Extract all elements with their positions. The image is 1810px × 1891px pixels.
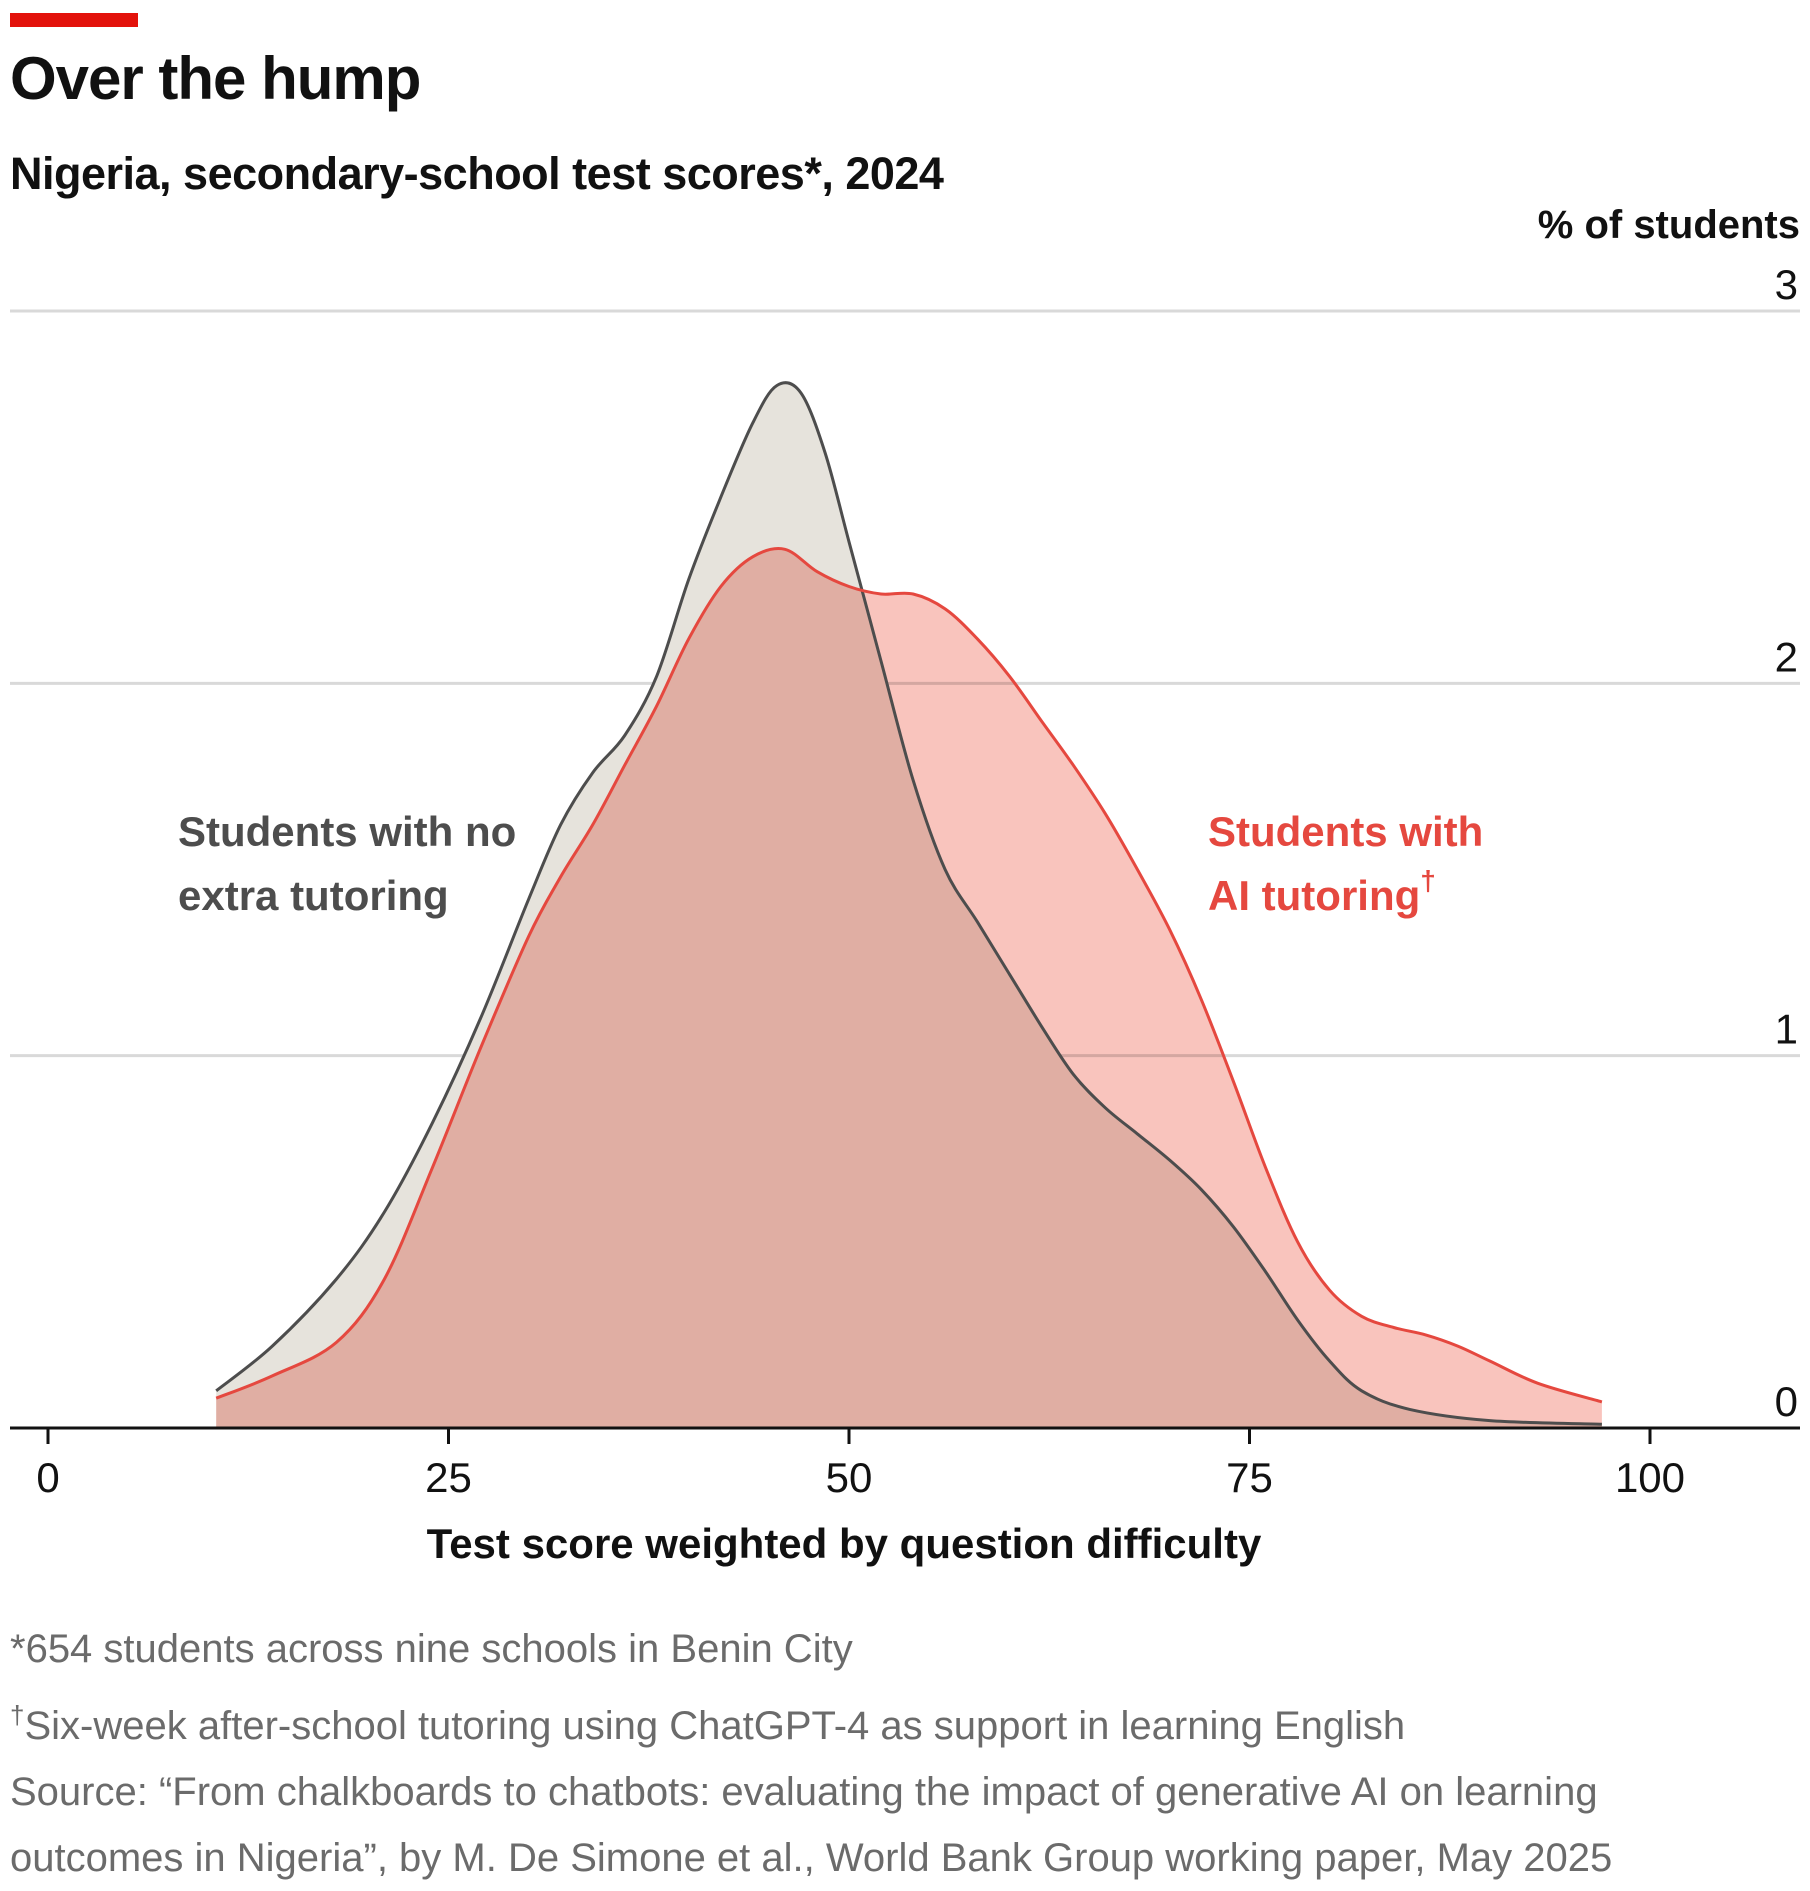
x-tick-label-25: 25: [425, 1454, 472, 1501]
axis-layer: 0 1 2 3 0 25 50 75 100: [10, 261, 1800, 1501]
footnote-dagger: †: [10, 1700, 25, 1730]
y-tick-label-0: 0: [1775, 1378, 1798, 1425]
y-tick-label-2: 2: [1775, 633, 1798, 680]
x-tick-label-75: 75: [1226, 1454, 1273, 1501]
label-ai-tutoring-line2: AI tutoring: [1208, 872, 1420, 919]
chart-title: Over the hump: [10, 45, 421, 112]
series-layer: [215, 381, 1603, 1428]
svg-text:AI tutoring†: AI tutoring†: [1208, 865, 1436, 919]
footnote-sample: *654 students across nine schools in Ben…: [10, 1627, 853, 1671]
label-ai-tutoring-line1: Students with: [1208, 808, 1483, 855]
area-ai-tutoring: [216, 548, 1602, 1428]
x-axis-label: Test score weighted by question difficul…: [427, 1520, 1262, 1567]
label-no-tutoring-line2: extra tutoring: [178, 872, 449, 919]
source-line-1: Source: “From chalkboards to chatbots: e…: [10, 1770, 1598, 1814]
y-tick-label-1: 1: [1775, 1006, 1798, 1053]
label-no-tutoring-line1: Students with no: [178, 808, 516, 855]
brand-red-tag: [10, 13, 138, 27]
label-no-tutoring: Students with no extra tutoring: [178, 808, 516, 919]
label-ai-tutoring: Students with AI tutoring†: [1208, 808, 1483, 919]
chart-subtitle: Nigeria, secondary-school test scores*, …: [10, 148, 944, 199]
footnotes: *654 students across nine schools in Ben…: [10, 1616, 1612, 1891]
label-ai-tutoring-dagger: †: [1420, 865, 1436, 896]
footnote-tutoring-text: Six-week after-school tutoring using Cha…: [24, 1704, 1406, 1748]
x-tick-label-0: 0: [36, 1454, 59, 1501]
y-tick-label-3: 3: [1775, 261, 1798, 308]
x-tick-label-100: 100: [1615, 1454, 1685, 1501]
y-axis-label: % of students: [1538, 203, 1800, 247]
footnote-tutoring: †Six-week after-school tutoring using Ch…: [10, 1682, 1612, 1759]
density-chart: 0 1 2 3 0 25 50 75 100 % of students Test score …: [10, 203, 1800, 1567]
source-line-2: outcomes in Nigeria”, by M. De Simone et…: [10, 1836, 1613, 1880]
x-tick-label-50: 50: [826, 1454, 873, 1501]
line-no-tutoring: [215, 381, 1602, 1426]
line-ai-tutoring: [215, 547, 1603, 1404]
